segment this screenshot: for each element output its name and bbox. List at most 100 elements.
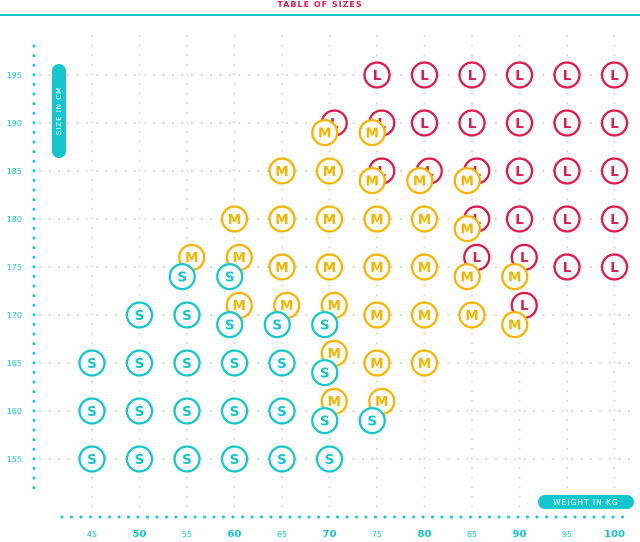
point-circle bbox=[501, 262, 529, 291]
point-circle bbox=[458, 109, 486, 137]
point-s: S bbox=[78, 349, 106, 377]
point-s: S bbox=[125, 397, 154, 425]
point-l: L bbox=[505, 205, 534, 233]
point-m: M bbox=[363, 253, 391, 281]
point-label: S bbox=[87, 356, 97, 372]
point-circle bbox=[311, 406, 339, 435]
point-label: S bbox=[87, 452, 97, 468]
point-m: M bbox=[406, 166, 434, 195]
point-circle bbox=[363, 205, 391, 233]
point-label: M bbox=[370, 308, 383, 324]
point-m: M bbox=[315, 253, 344, 281]
point-circle bbox=[216, 310, 244, 339]
point-label: M bbox=[228, 212, 241, 228]
point-s: S bbox=[220, 445, 249, 473]
point-label: S bbox=[230, 356, 240, 372]
point-circle bbox=[173, 301, 201, 329]
point-label: S bbox=[182, 356, 192, 372]
point-m: M bbox=[410, 301, 439, 329]
point-circle bbox=[406, 166, 434, 195]
point-l: L bbox=[600, 253, 629, 281]
point-circle bbox=[78, 397, 106, 425]
point-m: M bbox=[453, 262, 481, 291]
point-circle bbox=[358, 118, 386, 147]
point-circle bbox=[458, 61, 486, 89]
point-m: M bbox=[363, 301, 391, 329]
point-circle bbox=[125, 397, 154, 425]
point-label: L bbox=[468, 116, 477, 132]
point-circle bbox=[315, 445, 344, 473]
point-label: L bbox=[373, 68, 382, 84]
point-l: L bbox=[505, 157, 534, 185]
point-label: M bbox=[375, 394, 388, 410]
point-circle bbox=[220, 397, 249, 425]
point-label: S bbox=[87, 404, 97, 420]
point-m: M bbox=[315, 205, 344, 233]
point-l: L bbox=[505, 109, 534, 137]
x-tick-label: 45 bbox=[87, 530, 97, 539]
point-label: M bbox=[366, 173, 379, 189]
title-rule bbox=[0, 14, 640, 16]
point-l: L bbox=[410, 109, 439, 137]
point-label: M bbox=[508, 317, 521, 333]
x-tick-label: 65 bbox=[277, 530, 287, 539]
point-circle bbox=[216, 262, 244, 291]
y-tick-label: 160 bbox=[7, 407, 22, 416]
point-m: M bbox=[220, 205, 249, 233]
point-s: S bbox=[220, 349, 249, 377]
point-label: S bbox=[320, 365, 330, 381]
point-s: S bbox=[268, 397, 296, 425]
point-circle bbox=[268, 253, 296, 281]
point-label: S bbox=[277, 404, 287, 420]
point-s: S bbox=[358, 406, 386, 435]
point-label: S bbox=[272, 317, 282, 333]
point-circle bbox=[311, 310, 339, 339]
point-circle bbox=[453, 262, 481, 291]
y-tick-label: 190 bbox=[7, 119, 22, 128]
point-l: L bbox=[600, 61, 629, 89]
point-circle bbox=[410, 253, 439, 281]
y-tick-label: 185 bbox=[7, 167, 22, 176]
point-circle bbox=[363, 61, 391, 89]
point-circle bbox=[268, 445, 296, 473]
point-label: S bbox=[320, 413, 330, 429]
point-circle bbox=[268, 397, 296, 425]
point-s: S bbox=[173, 445, 201, 473]
point-circle bbox=[600, 61, 629, 89]
point-label: M bbox=[418, 308, 431, 324]
point-label: M bbox=[233, 298, 246, 314]
point-circle bbox=[268, 205, 296, 233]
point-label: L bbox=[515, 212, 524, 228]
point-label: L bbox=[468, 68, 477, 84]
point-circle bbox=[173, 445, 201, 473]
point-l: L bbox=[458, 61, 486, 89]
point-circle bbox=[315, 253, 344, 281]
point-circle bbox=[220, 445, 249, 473]
point-label: S bbox=[230, 404, 240, 420]
point-circle bbox=[410, 61, 439, 89]
point-label: S bbox=[367, 413, 377, 429]
point-s: S bbox=[216, 310, 244, 339]
point-l: L bbox=[553, 157, 581, 185]
point-label: S bbox=[135, 356, 145, 372]
point-label: L bbox=[472, 250, 481, 266]
y-tick-label: 165 bbox=[7, 359, 22, 368]
point-s: S bbox=[311, 310, 339, 339]
point-label: M bbox=[418, 356, 431, 372]
point-label: L bbox=[563, 68, 572, 84]
point-circle bbox=[311, 358, 339, 387]
point-m: M bbox=[311, 118, 339, 147]
point-circle bbox=[363, 349, 391, 377]
point-circle bbox=[600, 253, 629, 281]
point-label: M bbox=[508, 269, 521, 285]
x-tick-label: 90 bbox=[513, 529, 527, 540]
point-label: S bbox=[320, 317, 330, 333]
x-tick-label: 60 bbox=[228, 529, 242, 540]
point-s: S bbox=[311, 406, 339, 435]
point-s: S bbox=[78, 397, 106, 425]
point-s: S bbox=[78, 445, 106, 473]
point-m: M bbox=[410, 205, 439, 233]
point-label: S bbox=[135, 404, 145, 420]
y-tick-label: 175 bbox=[7, 263, 22, 272]
point-s: S bbox=[315, 445, 344, 473]
